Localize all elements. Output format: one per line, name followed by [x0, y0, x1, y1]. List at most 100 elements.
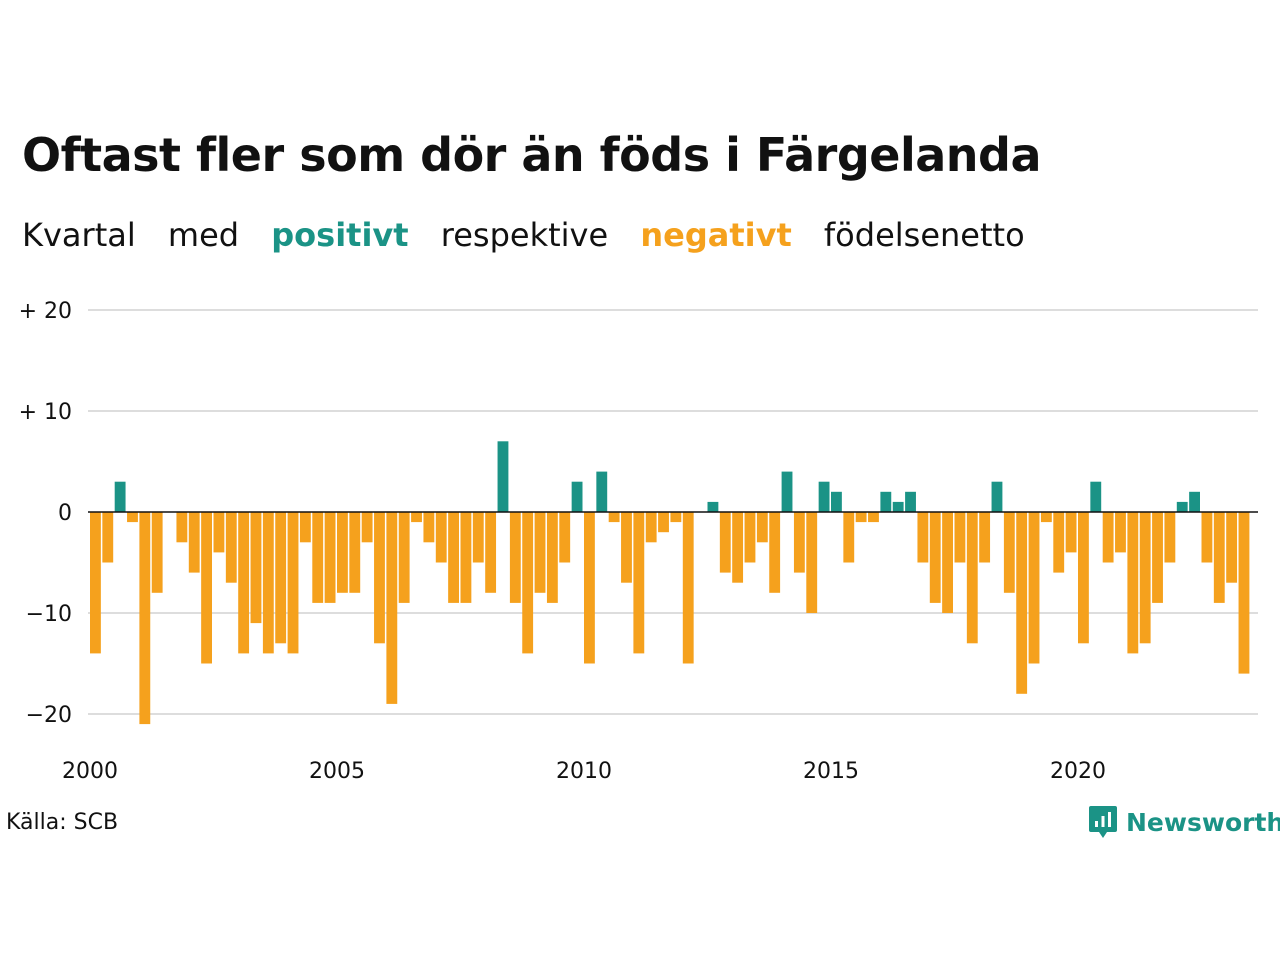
bar	[1201, 512, 1213, 563]
bar	[707, 501, 719, 512]
bar	[621, 512, 632, 583]
bar	[201, 512, 212, 664]
bar	[892, 501, 904, 512]
bar	[756, 512, 768, 543]
bar	[954, 512, 966, 563]
bar	[114, 481, 126, 512]
bar	[1164, 512, 1176, 563]
bar	[1003, 512, 1015, 593]
bar	[880, 491, 892, 512]
bar	[781, 471, 793, 512]
bar	[917, 512, 929, 563]
subtitle-word: med	[167, 216, 240, 254]
bar	[744, 512, 756, 563]
bar	[127, 512, 138, 523]
bar	[831, 491, 842, 512]
x-tick-label: 2020	[1050, 759, 1106, 784]
subtitle-word: födelsenetto	[823, 216, 1025, 254]
bar	[312, 512, 324, 603]
y-tick-label: + 20	[19, 299, 72, 324]
bar	[534, 512, 546, 593]
bar	[991, 481, 1003, 512]
bar	[793, 512, 805, 573]
bar	[411, 512, 422, 523]
bar	[682, 512, 694, 664]
bar	[1102, 512, 1114, 563]
bar	[337, 512, 348, 593]
bar	[225, 512, 237, 583]
bar	[213, 512, 225, 553]
bar	[596, 471, 608, 512]
bar	[102, 512, 114, 563]
bar	[868, 512, 879, 523]
bar	[1040, 512, 1052, 523]
subtitle-negative-label: negativt	[640, 216, 792, 254]
y-tick-label: −10	[26, 602, 72, 627]
bar	[460, 512, 472, 603]
bar	[966, 512, 978, 644]
bar	[633, 512, 645, 654]
bar	[509, 512, 521, 603]
bar	[818, 481, 830, 512]
bar	[732, 512, 744, 583]
bar	[299, 512, 311, 543]
bar	[942, 512, 953, 613]
bar	[1115, 512, 1126, 553]
bar	[719, 512, 731, 573]
bar	[349, 512, 361, 593]
bar	[905, 491, 916, 512]
bar	[238, 512, 250, 654]
subtitle-positive-label: positivt	[271, 216, 409, 254]
chart-title: Oftast fler som dör än föds i Färgelanda	[22, 128, 1042, 182]
bar	[546, 512, 558, 603]
bar	[769, 512, 781, 593]
bar	[386, 512, 398, 704]
bar	[398, 512, 410, 603]
bar	[485, 512, 497, 593]
bar	[1016, 512, 1028, 694]
bar	[1152, 512, 1163, 603]
brand-name: Newsworthy	[1126, 807, 1280, 837]
brand-logo: Newsworthy	[1088, 804, 1280, 840]
bar	[855, 512, 867, 523]
bar	[275, 512, 287, 644]
bar	[1127, 512, 1139, 654]
subtitle-word: respektive	[440, 216, 609, 254]
bar	[1189, 491, 1200, 512]
bar	[608, 512, 620, 523]
bar	[658, 512, 669, 533]
bar	[497, 441, 509, 512]
bar	[1053, 512, 1065, 573]
bar	[472, 512, 484, 563]
bar	[1213, 512, 1225, 603]
bar	[979, 512, 991, 563]
bar	[1078, 512, 1089, 644]
bar	[423, 512, 435, 543]
x-tick-label: 2005	[309, 759, 365, 784]
x-tick-label: 2015	[803, 759, 859, 784]
bar	[361, 512, 373, 543]
bar	[1139, 512, 1151, 644]
bar	[1090, 481, 1102, 512]
bar	[1238, 512, 1250, 674]
bar	[1028, 512, 1040, 664]
bar	[139, 512, 151, 725]
bar	[559, 512, 571, 563]
bar	[448, 512, 459, 603]
source-note: Källa: SCB	[6, 810, 119, 835]
bar	[435, 512, 447, 563]
bar	[262, 512, 274, 654]
bar	[929, 512, 941, 603]
bar	[645, 512, 657, 543]
bar	[151, 512, 163, 593]
y-tick-label: + 10	[19, 400, 72, 425]
subtitle-word: Kvartal	[22, 216, 136, 254]
bar	[522, 512, 534, 654]
y-tick-label: 0	[58, 501, 72, 526]
bar	[324, 512, 336, 603]
bar	[670, 512, 682, 523]
bar	[571, 481, 583, 512]
bar	[188, 512, 200, 573]
y-tick-label: −20	[26, 703, 72, 728]
newsworthy-logo-icon	[1089, 806, 1117, 838]
